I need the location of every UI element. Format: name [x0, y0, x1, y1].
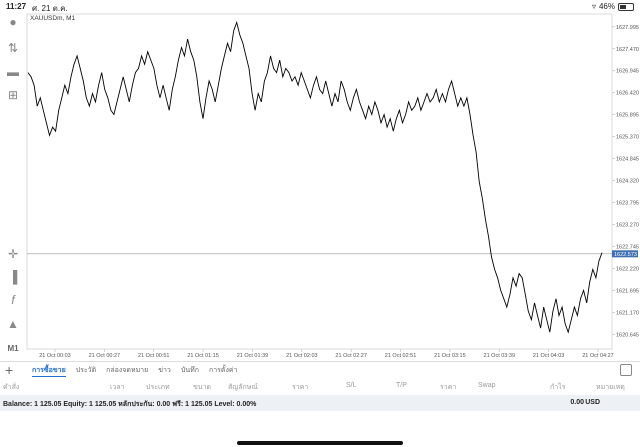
balance-row: Balance: 1 125.05 Equity: 1 125.05 หลักป… [0, 395, 640, 411]
chart-toolbar: ● ⇅ ▬ ⊞ ✛ ▐ f ▲ M1 [0, 14, 26, 353]
account-icon[interactable]: ● [9, 15, 17, 29]
y-tick-label: 1624.845 [616, 157, 639, 163]
column-header[interactable]: ประเภท [146, 384, 170, 391]
column-header[interactable]: T/P [396, 382, 407, 389]
column-header[interactable]: ราคา [440, 384, 457, 391]
terminal-tabs-bar: + การซื้อขาย ประวัติ กล่องจดหมาย ข่าว บันทึก… [0, 361, 640, 378]
x-tick-label: 21 Oct 00:03 [39, 353, 71, 359]
x-tick-label: 21 Oct 03:39 [484, 353, 516, 359]
x-tick-label: 21 Oct 03:15 [434, 353, 466, 359]
price-series-line [27, 20, 603, 334]
x-axis: 21 Oct 00:03 21 Oct 00:27 21 Oct 00:51 21 O… [39, 349, 614, 359]
y-tick-label: 1621.170 [616, 311, 639, 317]
y-tick-label: 1627.995 [616, 25, 639, 31]
column-header[interactable]: เวลา [110, 384, 125, 391]
column-header[interactable]: กำไร [550, 384, 566, 391]
timeframe-button[interactable]: M1 [7, 343, 19, 353]
balance-text: Balance: 1 125.05 Equity: 1 125.05 หลักป… [3, 401, 257, 408]
status-right: ▿ 46% [592, 2, 634, 11]
currency: USD [585, 399, 600, 406]
x-tick-label: 21 Oct 01:15 [187, 353, 219, 359]
y-axis: 1627.995 1627.470 1626.945 1626.420 1625.895… [612, 25, 639, 339]
y-tick-label: 1622.745 [616, 245, 639, 251]
y-tick-label: 1623.270 [616, 223, 639, 229]
y-tick-label: 1621.695 [616, 289, 639, 295]
trade-icon[interactable]: ⇅ [7, 41, 19, 55]
objects-icon[interactable]: ▲ [7, 317, 19, 331]
x-tick-label: 21 Oct 00:51 [138, 353, 170, 359]
status-bar: 11:27 ศ. 21 ต.ค. ▿ 46% [0, 0, 640, 14]
y-tick-label: 1622.220 [616, 267, 639, 273]
x-tick-label: 21 Oct 04:27 [582, 353, 614, 359]
battery-icon [618, 2, 634, 11]
chat-icon[interactable]: ▬ [7, 65, 19, 79]
y-tick-label: 1626.945 [616, 69, 639, 75]
battery-percent: 46% [598, 2, 615, 11]
x-tick-label: 21 Oct 04:03 [533, 353, 565, 359]
x-tick-label: 21 Oct 02:27 [335, 353, 367, 359]
clock: 11:27 [6, 2, 27, 11]
x-tick-label: 21 Oct 02:51 [385, 353, 417, 359]
tab-0[interactable]: การซื้อขาย [32, 365, 66, 377]
y-tick-label: 1624.320 [616, 179, 639, 185]
y-tick-label: 1623.795 [616, 201, 639, 207]
column-header[interactable]: Swap [478, 382, 496, 389]
layout-icon[interactable] [620, 364, 632, 376]
total-profit: 0.00 [570, 399, 584, 406]
candles-icon[interactable]: ▐ [8, 270, 18, 284]
tab-2[interactable]: กล่องจดหมาย [106, 367, 149, 374]
indicator-icon[interactable]: f [11, 293, 15, 307]
date: ศ. 21 ต.ค. [32, 4, 68, 13]
wifi-icon: ▿ [591, 2, 596, 11]
trade-table-header: คำสั่ง เวลา ประเภท ขนาด สัญลักษณ์ ราคา S/L T/P ร… [0, 379, 640, 393]
y-tick-label: 1620.645 [616, 333, 639, 339]
tab-5[interactable]: การตั้งค่า [208, 367, 238, 374]
column-header[interactable]: ขนาด [193, 384, 212, 391]
y-tick-label: 1627.470 [616, 47, 639, 53]
tab-4[interactable]: บันทึก [180, 367, 199, 374]
y-tick-label: 1625.370 [616, 135, 639, 141]
tab-1[interactable]: ประวัติ [75, 367, 97, 374]
current-price-value: 1622.573 [614, 252, 637, 258]
x-tick-label: 21 Oct 02:03 [286, 353, 318, 359]
terminal-tabs: การซื้อขาย ประวัติ กล่องจดหมาย ข่าว บันทึก กา… [32, 365, 237, 377]
current-price-tag [612, 250, 638, 258]
y-tick-label: 1626.420 [616, 91, 639, 97]
add-chart-icon[interactable]: ⊞ [7, 88, 19, 102]
column-header[interactable]: หมายเหตุ [596, 384, 625, 391]
plus-icon[interactable]: + [5, 362, 14, 378]
tab-3[interactable]: ข่าว [158, 367, 171, 374]
column-header[interactable]: S/L [346, 382, 357, 389]
column-header[interactable]: คำสั่ง [3, 384, 20, 391]
symbol-label: XAUUSDm, M1 [30, 15, 76, 22]
home-indicator[interactable] [237, 441, 403, 445]
x-tick-label: 21 Oct 01:39 [237, 353, 269, 359]
plot-area [26, 13, 613, 350]
crosshair-icon[interactable]: ✛ [7, 247, 19, 261]
column-header[interactable]: สัญลักษณ์ [228, 384, 258, 391]
column-header[interactable]: ราคา [292, 384, 309, 391]
x-tick-label: 21 Oct 00:27 [89, 353, 121, 359]
y-tick-label: 1625.895 [616, 113, 639, 119]
price-chart[interactable]: XAUUSDm, M1 1627.995 1627.470 1626.945 1626… [0, 0, 640, 360]
